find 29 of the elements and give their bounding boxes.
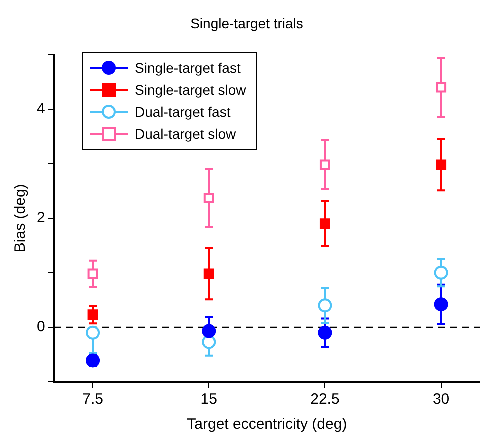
point [202, 335, 216, 350]
y-axis-title: Bias (deg) [12, 184, 30, 253]
y-tick-label: 4 [37, 100, 46, 118]
legend-label: Dual-target slow [135, 126, 236, 142]
y-tick-label: 2 [37, 210, 46, 227]
x-tick-label: 15 [200, 391, 218, 408]
x-tick-label: 7.5 [82, 391, 104, 408]
point [204, 192, 214, 204]
point [436, 160, 447, 170]
y-tick-label: 0 [37, 318, 46, 336]
point [318, 326, 332, 340]
chart-title: Single-target trials [190, 15, 304, 32]
point [320, 160, 330, 170]
point [434, 298, 448, 312]
point [434, 266, 448, 280]
point [86, 326, 100, 340]
point [436, 82, 447, 93]
point [318, 298, 332, 313]
x-tick-label: 22.5 [310, 391, 340, 408]
point [202, 324, 216, 338]
x-axis-title: Target eccentricity (deg) [187, 416, 348, 434]
legend-label: Single-target slow [135, 82, 246, 98]
point [204, 268, 214, 280]
legend-label: Dual-target fast [135, 104, 231, 120]
point [88, 268, 98, 280]
point [88, 310, 98, 320]
point [320, 218, 330, 230]
x-tick-label: 30 [432, 391, 450, 408]
legend-label: Single-target fast [135, 60, 241, 76]
